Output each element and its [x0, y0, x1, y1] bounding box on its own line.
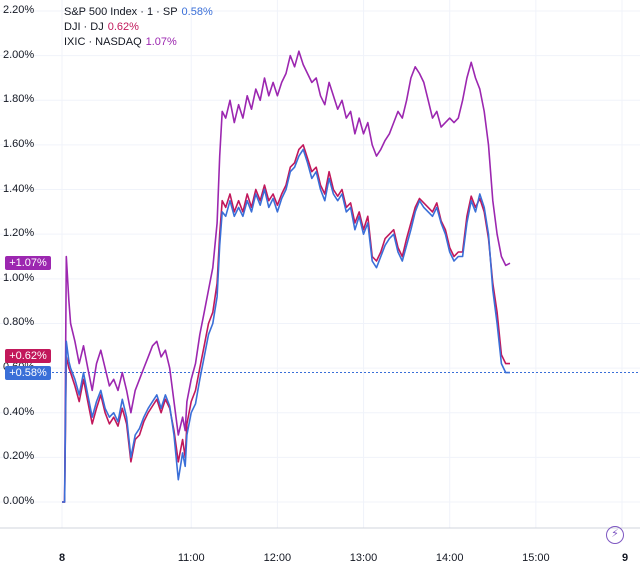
x-tick-label: 8: [58, 552, 66, 564]
legend-symbol: IXIC · NASDAQ: [64, 36, 142, 48]
value-badge: +1.07%: [5, 256, 51, 271]
legend-value: 1.07%: [145, 36, 177, 48]
y-tick-label: 1.60%: [3, 137, 35, 150]
y-tick-label: 1.20%: [3, 227, 35, 240]
x-tick-label: 12:00: [263, 552, 292, 564]
lightning-bolt-icon[interactable]: ⚡: [606, 526, 624, 544]
value-badge: +0.62%: [5, 348, 51, 363]
legend-row-sp500[interactable]: S&P 500 Index · 1 · SP 0.58%: [64, 5, 213, 20]
gridlines: [0, 0, 640, 528]
series-line[interactable]: [62, 144, 510, 503]
y-tick-label: 1.80%: [3, 93, 35, 106]
x-tick-label: 14:00: [435, 552, 464, 564]
legend-value: 0.62%: [107, 21, 139, 33]
legend-symbol: DJI · DJ: [64, 21, 104, 33]
legend-row-dji[interactable]: DJI · DJ 0.62%: [64, 20, 213, 35]
chart-legend: S&P 500 Index · 1 · SP 0.58% DJI · DJ 0.62…: [64, 5, 213, 50]
y-tick-label: 2.00%: [3, 48, 35, 61]
series-line[interactable]: [62, 50, 511, 503]
y-tick-label: 1.00%: [3, 271, 35, 284]
y-tick-label: 0.80%: [3, 316, 35, 329]
y-tick-label: 1.40%: [3, 182, 35, 195]
x-tick-label: 9: [621, 552, 629, 564]
y-tick-label: 2.20%: [3, 4, 35, 16]
x-tick-label: 11:00: [177, 552, 205, 564]
value-badge: +0.58%: [5, 365, 51, 380]
legend-value: 0.58%: [181, 6, 213, 18]
legend-symbol: S&P 500 Index · 1 · SP: [64, 6, 178, 18]
y-tick-label: 0.00%: [3, 495, 35, 507]
x-tick-label: 15:00: [522, 552, 550, 564]
x-tick-label: 13:00: [349, 552, 378, 564]
y-tick-label: 0.40%: [3, 405, 35, 418]
series-line[interactable]: [62, 148, 510, 503]
legend-row-ixic[interactable]: IXIC · NASDAQ 1.07%: [64, 35, 213, 50]
y-tick-label: 0.20%: [3, 450, 35, 463]
